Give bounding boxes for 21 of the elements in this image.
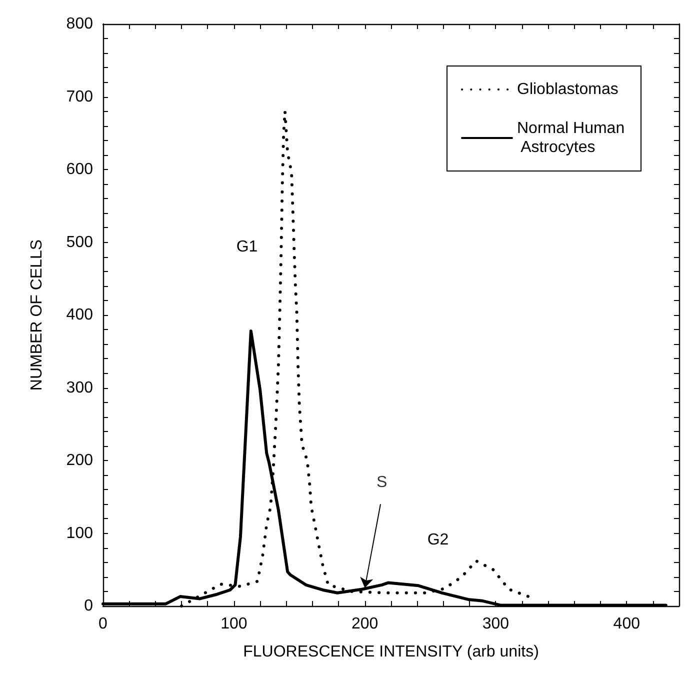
y-tick-label: 800 (66, 16, 94, 32)
y-tick-label: 200 (66, 452, 94, 469)
x-tick-label: 100 (220, 616, 248, 632)
y-tick-label: 600 (66, 161, 94, 178)
x-axis-title: FLUORESCENCE INTENSITY (arb units) (243, 644, 539, 660)
y-tick-label: 400 (66, 306, 94, 324)
y-tick-label: 100 (66, 524, 94, 542)
x-tick-label: 0 (98, 616, 108, 632)
y-tick-label: 0 (84, 598, 94, 614)
annotation: S (376, 474, 388, 491)
y-tick-label: 300 (66, 379, 94, 396)
legend-label: Glioblastomas (517, 81, 618, 98)
x-tick-label: 200 (351, 616, 378, 632)
y-axis-title: NUMBER OF CELLS (28, 239, 46, 391)
annotation: G1 (236, 238, 258, 256)
x-tick-label: 300 (482, 616, 510, 632)
legend-label: Normal Human Astrocytes (517, 120, 625, 156)
y-tick-label: 500 (66, 234, 94, 251)
annotation: G2 (427, 532, 449, 548)
x-tick-label: 400 (613, 616, 640, 632)
y-tick-label: 700 (66, 88, 94, 106)
